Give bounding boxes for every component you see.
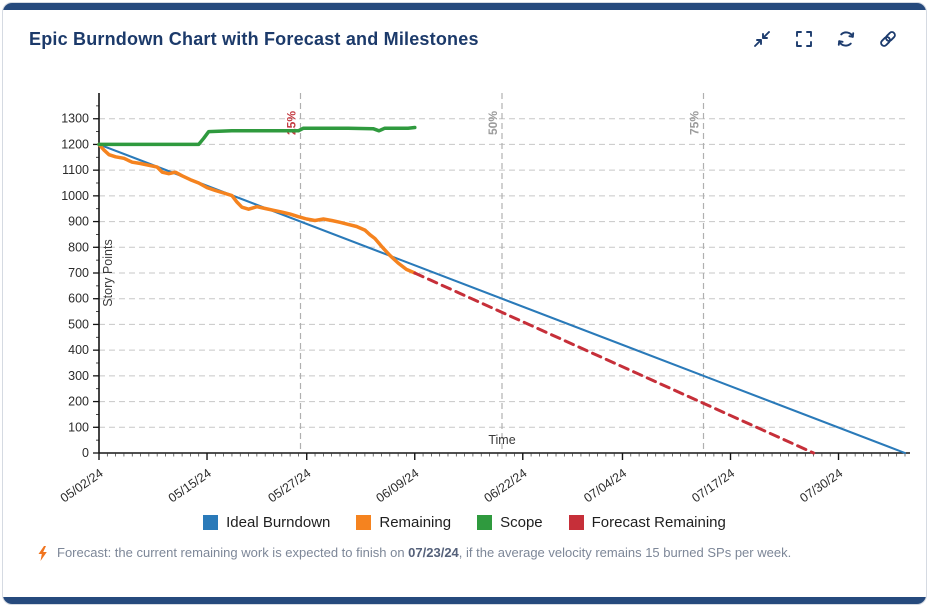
svg-text:200: 200 xyxy=(68,395,89,409)
link-button[interactable] xyxy=(876,27,900,51)
legend-label: Remaining xyxy=(379,514,452,531)
svg-text:07/17/24: 07/17/24 xyxy=(689,466,737,505)
svg-text:900: 900 xyxy=(68,215,89,229)
legend-swatch xyxy=(477,515,493,530)
collapse-button[interactable] xyxy=(750,27,774,51)
svg-text:07/30/24: 07/30/24 xyxy=(797,466,845,505)
svg-text:700: 700 xyxy=(68,266,89,280)
svg-text:07/04/24: 07/04/24 xyxy=(581,466,629,505)
svg-text:75%: 75% xyxy=(688,111,702,135)
forecast-note: Forecast: the current remaining work is … xyxy=(37,545,926,561)
svg-text:800: 800 xyxy=(68,240,89,254)
chart-area: 25% 50% 75% 0 100 200 300 400 500 600 700 800 900 100… xyxy=(33,57,926,514)
svg-text:06/09/24: 06/09/24 xyxy=(374,466,422,505)
legend-label: Ideal Burndown xyxy=(226,514,331,531)
svg-text:1100: 1100 xyxy=(62,163,89,177)
legend-label: Forecast Remaining xyxy=(591,514,726,531)
burndown-chart: 25% 50% 75% 0 100 200 300 400 500 600 700 800 900 100… xyxy=(58,93,910,505)
fullscreen-button[interactable] xyxy=(792,27,816,51)
card-top-accent-bar xyxy=(3,3,926,10)
svg-text:50%: 50% xyxy=(486,111,500,135)
svg-text:Story Points: Story Points xyxy=(101,239,115,306)
svg-text:05/15/24: 05/15/24 xyxy=(166,466,214,505)
legend-label: Scope xyxy=(500,514,543,531)
widget-header: Epic Burndown Chart with Forecast and Mi… xyxy=(3,3,926,51)
svg-text:1200: 1200 xyxy=(61,137,89,151)
legend-item[interactable]: Remaining xyxy=(356,514,451,531)
link-icon xyxy=(880,31,896,47)
card-bottom-accent-bar xyxy=(3,597,926,604)
svg-text:500: 500 xyxy=(68,317,89,331)
refresh-button[interactable] xyxy=(834,27,858,51)
svg-text:25%: 25% xyxy=(285,111,299,135)
svg-text:06/22/24: 06/22/24 xyxy=(482,466,530,505)
forecast-date: 07/23/24 xyxy=(408,545,459,560)
svg-text:300: 300 xyxy=(68,369,89,383)
chart-legend: Ideal Burndown Remaining Scope Forecast Rem… xyxy=(3,514,926,531)
svg-text:05/27/24: 05/27/24 xyxy=(266,466,314,505)
legend-item[interactable]: Forecast Remaining xyxy=(568,514,726,531)
legend-swatch xyxy=(568,515,584,530)
forecast-text-before: Forecast: the current remaining work is … xyxy=(57,545,409,560)
legend-item[interactable]: Ideal Burndown xyxy=(203,514,330,531)
svg-text:1300: 1300 xyxy=(61,112,89,126)
svg-text:05/02/24: 05/02/24 xyxy=(58,466,106,505)
svg-text:600: 600 xyxy=(68,292,89,306)
svg-text:1000: 1000 xyxy=(61,189,89,203)
legend-swatch xyxy=(203,515,219,530)
collapse-icon xyxy=(754,31,770,47)
svg-text:Time: Time xyxy=(488,433,515,447)
fullscreen-icon xyxy=(796,31,812,47)
forecast-text: Forecast: the current remaining work is … xyxy=(57,545,791,560)
lightning-bolt-icon xyxy=(37,546,48,561)
header-toolbar xyxy=(750,27,900,51)
page-title: Epic Burndown Chart with Forecast and Mi… xyxy=(29,28,479,49)
svg-text:0: 0 xyxy=(82,446,89,460)
svg-text:400: 400 xyxy=(68,343,89,357)
refresh-icon xyxy=(837,31,855,47)
svg-text:100: 100 xyxy=(68,420,89,434)
legend-item[interactable]: Scope xyxy=(477,514,543,531)
legend-swatch xyxy=(356,515,372,530)
forecast-text-after: , if the average velocity remains 15 bur… xyxy=(458,545,792,560)
